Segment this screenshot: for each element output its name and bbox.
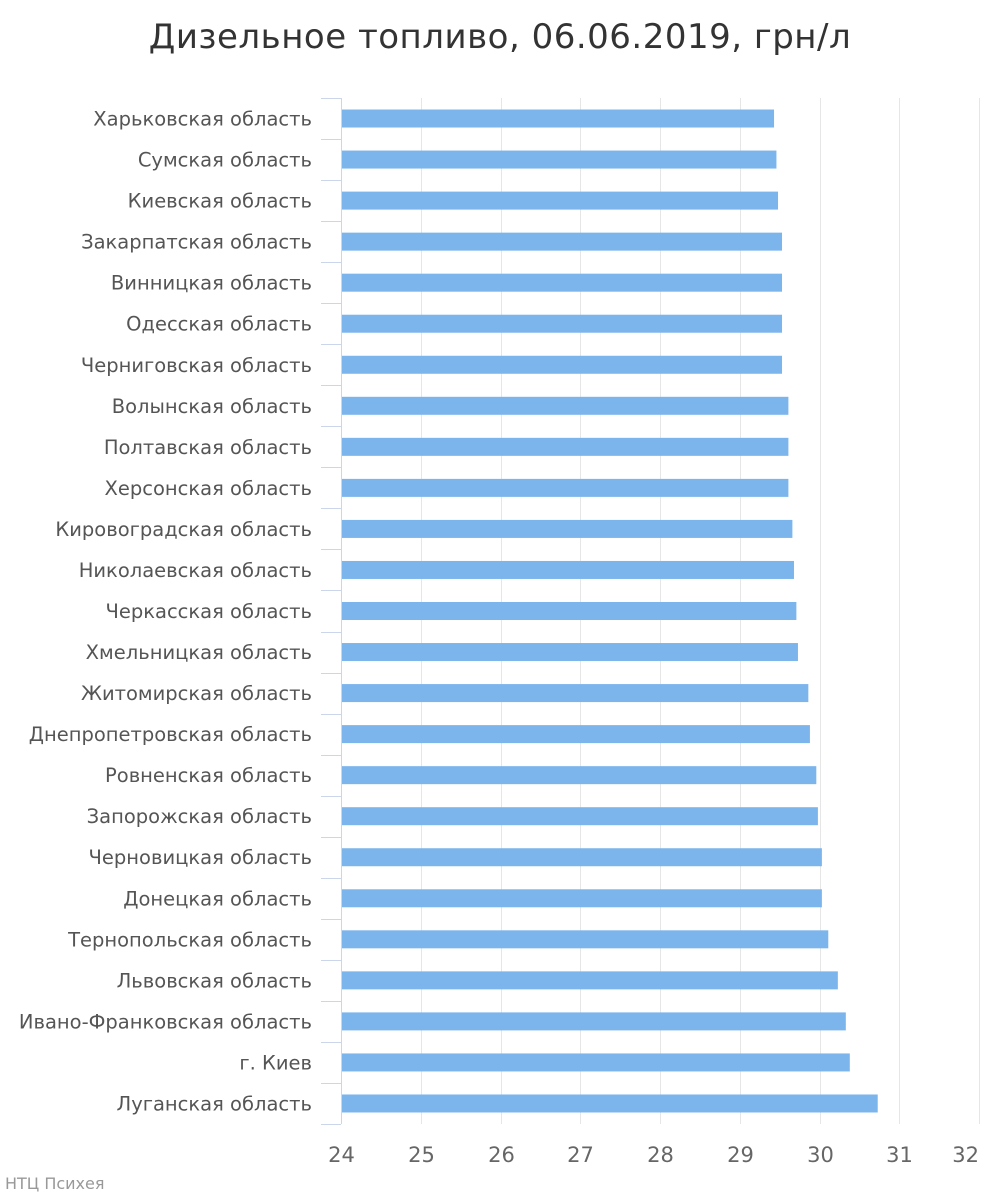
bar <box>342 232 783 251</box>
category-label: Хмельницкая область <box>86 641 312 664</box>
bar <box>342 1094 878 1113</box>
bar <box>342 519 793 538</box>
category-label: Кировоградская область <box>55 518 312 541</box>
bar <box>342 314 783 333</box>
category-label: Тернопольская область <box>67 928 312 951</box>
category-label: Ровненская область <box>105 764 312 787</box>
x-tick-label: 30 <box>807 1143 834 1167</box>
bar <box>342 725 810 744</box>
category-label: Донецкая область <box>123 887 312 910</box>
category-label: Ивано-Франковская область <box>19 1010 312 1033</box>
bar <box>342 684 809 703</box>
x-tick-label: 32 <box>952 1143 979 1167</box>
chart-title: Дизельное топливо, 06.06.2019, грн/л <box>149 17 851 57</box>
category-label: Черновицкая область <box>89 846 312 869</box>
category-label: Львовская область <box>117 969 312 992</box>
bar <box>342 437 789 456</box>
bar <box>342 848 822 867</box>
category-label: Харьковская область <box>93 108 312 131</box>
x-tick-label: 28 <box>647 1143 674 1167</box>
category-label: Сумская область <box>138 149 312 172</box>
category-label: Волынская область <box>112 395 312 418</box>
bar <box>342 560 794 579</box>
bar <box>342 807 818 826</box>
bar <box>342 396 789 415</box>
category-label: Винницкая область <box>111 272 312 295</box>
category-label: г. Киев <box>239 1051 312 1074</box>
category-label: Николаевская область <box>79 559 312 582</box>
x-tick-label: 27 <box>567 1143 594 1167</box>
bar <box>342 109 775 128</box>
bar <box>342 889 822 908</box>
bar <box>342 1012 846 1031</box>
bar <box>342 766 817 785</box>
x-tick-label: 29 <box>727 1143 754 1167</box>
x-tick-label: 24 <box>328 1143 355 1167</box>
category-label: Черкасская область <box>105 600 312 623</box>
bar <box>342 643 798 662</box>
category-label: Одесская область <box>126 313 312 336</box>
bar <box>342 273 783 292</box>
category-label: Днепропетровская область <box>29 723 312 746</box>
category-label: Херсонская область <box>105 477 312 500</box>
bar <box>342 930 829 949</box>
x-tick-label: 25 <box>408 1143 435 1167</box>
category-label: Киевская область <box>128 190 312 213</box>
category-label: Полтавская область <box>104 436 312 459</box>
bar <box>342 602 797 620</box>
category-axis: Харьковская область Сумская область Киевск… <box>19 98 342 1125</box>
category-label: Луганская область <box>117 1092 312 1115</box>
credit-text: НТЦ Психея <box>5 1174 104 1193</box>
category-label: Черниговская область <box>81 354 312 377</box>
bar <box>342 150 777 169</box>
x-tick-label: 31 <box>886 1143 913 1167</box>
bar <box>342 1053 850 1072</box>
bar <box>342 478 789 497</box>
category-label: Закарпатская область <box>81 231 312 254</box>
category-label: Запорожская область <box>87 805 312 828</box>
value-axis: 24 25 26 27 28 29 30 31 32 <box>328 1143 979 1167</box>
bar <box>342 971 838 990</box>
bar <box>342 355 783 374</box>
bar <box>342 191 779 210</box>
x-tick-label: 26 <box>488 1143 515 1167</box>
category-label: Житомирская область <box>81 682 312 705</box>
bars <box>342 109 878 1113</box>
